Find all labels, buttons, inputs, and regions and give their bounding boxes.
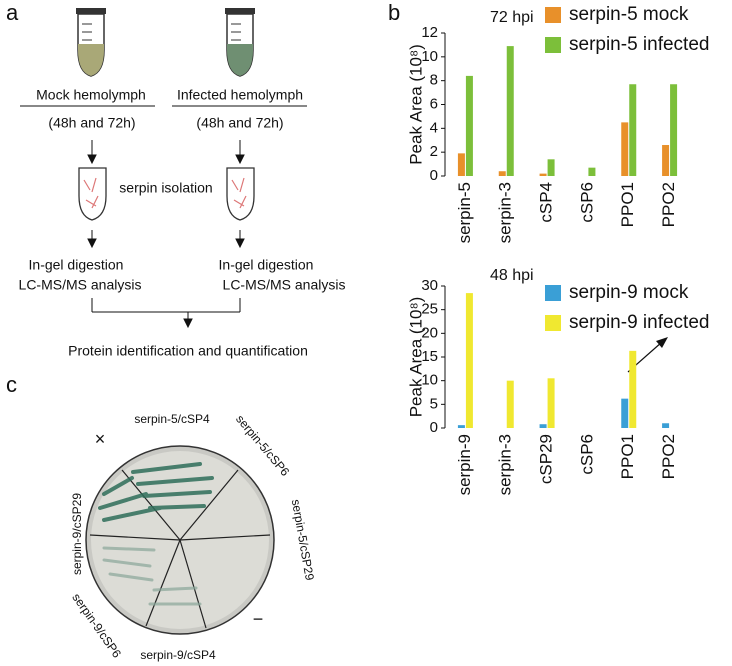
plate-label: serpin-9/cSP4: [140, 648, 216, 662]
bar: [506, 380, 514, 428]
bar: [457, 153, 465, 176]
legend-label: serpin-5 infected: [569, 34, 709, 55]
x-tick-label: cSP6: [577, 434, 596, 475]
step-label: serpin isolation: [119, 180, 212, 196]
annotation: 48 hpi: [490, 267, 534, 284]
isolation-tubes: [78, 167, 255, 221]
y-tick-label: 10: [421, 372, 438, 389]
y-tick-label: 6: [430, 95, 438, 112]
sample-label: Infected hemolymph: [177, 87, 303, 103]
x-tick-label: cSP6: [577, 182, 596, 223]
panel-label: b: [388, 0, 400, 25]
y-tick-label: 15: [421, 348, 438, 365]
x-tick-label: PPO1: [618, 182, 637, 227]
sample-label: Mock hemolymph: [36, 87, 146, 103]
timepoint-label: (48h and 72h): [48, 115, 135, 131]
y-tick-label: 25: [421, 301, 438, 318]
x-tick-label: PPO2: [659, 434, 678, 479]
bar: [539, 424, 547, 428]
bar: [465, 293, 473, 428]
bar: [670, 84, 678, 176]
plate-label: serpin-5/cSP29: [289, 498, 317, 582]
legend-label: serpin-9 mock: [569, 282, 689, 303]
bar: [498, 171, 506, 176]
legend-label: serpin-5 mock: [569, 4, 689, 25]
y-axis-label: Peak Area (10⁸): [406, 44, 425, 165]
x-tick-label: serpin-9: [455, 434, 474, 495]
legend-swatch: [545, 37, 561, 53]
x-tick-label: PPO1: [618, 434, 637, 479]
x-tick-label: serpin-5: [455, 182, 474, 243]
step-label: LC-MS/MS analysis: [223, 277, 346, 293]
bar: [621, 398, 629, 428]
negative-mark: −: [253, 609, 264, 629]
step-label: In-gel digestion: [29, 257, 124, 273]
y-tick-label: 0: [430, 419, 438, 436]
annotation: 72 hpi: [490, 9, 534, 26]
legend-swatch: [545, 315, 561, 331]
y-tick-label: 4: [430, 119, 438, 136]
arrows: [87, 140, 245, 329]
legend-swatch: [545, 285, 561, 301]
bar: [662, 145, 670, 176]
timepoint-label: (48h and 72h): [196, 115, 283, 131]
bar: [547, 159, 555, 176]
bar: [588, 167, 596, 176]
legend-label: serpin-9 infected: [569, 312, 709, 333]
y-tick-label: 8: [430, 72, 438, 89]
bar: [457, 425, 465, 428]
step-label: Protein identification and quantificatio…: [68, 343, 308, 359]
bar: [662, 423, 670, 428]
plate-label: serpin-5/cSP4: [134, 412, 210, 426]
bar: [465, 75, 473, 176]
y-tick-label: 12: [421, 24, 438, 41]
step-label: In-gel digestion: [219, 257, 314, 273]
y-axis-label: Peak Area (10⁸): [406, 297, 425, 418]
plate-label: serpin-9/cSP29: [70, 493, 84, 575]
panel-label: c: [6, 372, 17, 397]
y-tick-label: 30: [421, 277, 438, 294]
x-tick-label: cSP29: [537, 434, 556, 484]
bar: [547, 378, 555, 428]
y-tick-label: 0: [430, 167, 438, 184]
bar: [506, 46, 514, 176]
bar: [621, 122, 629, 176]
bar: [539, 173, 547, 176]
x-tick-label: PPO2: [659, 182, 678, 227]
plate: [85, 445, 275, 635]
y-tick-label: 5: [430, 395, 438, 412]
legend-swatch: [545, 7, 561, 23]
x-tick-label: cSP4: [537, 182, 556, 223]
panel-label: a: [6, 0, 19, 25]
bar: [629, 84, 637, 176]
y-tick-label: 20: [421, 324, 438, 341]
y-tick-label: 2: [430, 143, 438, 160]
positive-mark: ×: [95, 429, 106, 449]
x-tick-label: serpin-3: [496, 434, 515, 495]
x-tick-label: serpin-3: [496, 182, 515, 243]
bar: [629, 350, 637, 428]
mock-tube: [76, 8, 106, 77]
y-tick-label: 10: [421, 48, 438, 65]
infected-tube: [225, 8, 255, 77]
step-label: LC-MS/MS analysis: [19, 277, 142, 293]
